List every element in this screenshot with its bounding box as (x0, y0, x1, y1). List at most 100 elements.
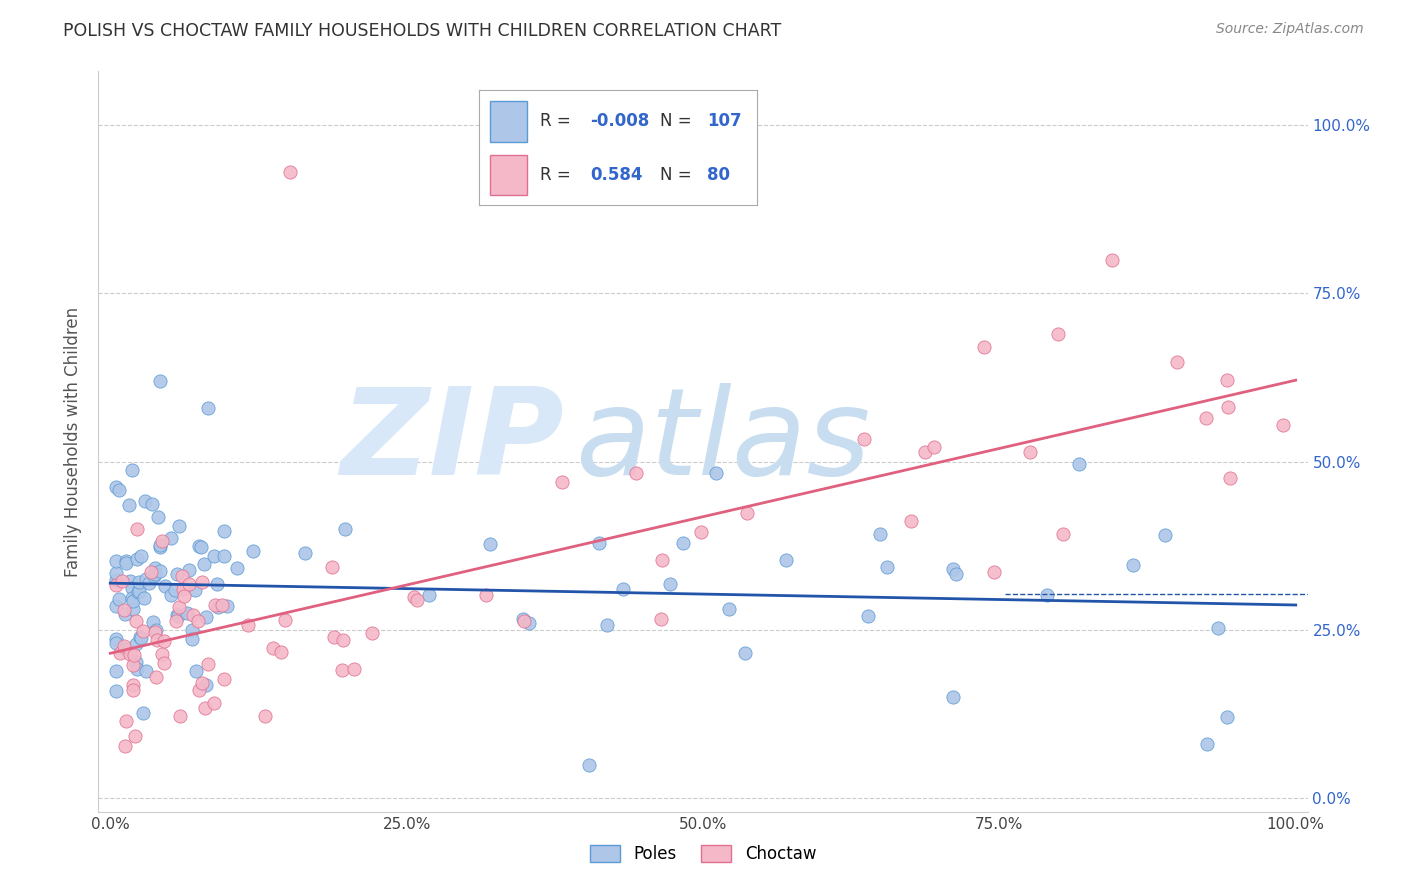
Point (169, 709, 191, 723)
Point (166, 607, 188, 622)
Point (115, 557, 138, 571)
Text: Source: ZipAtlas.com: Source: ZipAtlas.com (1216, 22, 1364, 37)
Point (124, 730, 146, 744)
Point (153, 657, 176, 671)
Point (658, 576, 681, 591)
Point (135, 572, 157, 586)
Point (141, 497, 163, 511)
Point (973, 340, 995, 354)
Point (406, 592, 429, 607)
Point (612, 582, 634, 597)
Point (152, 634, 174, 648)
Point (704, 467, 727, 481)
Point (236, 617, 259, 632)
Point (1271, 417, 1294, 432)
Point (128, 575, 150, 590)
Point (180, 624, 202, 638)
Text: POLISH VS CHOCTAW FAMILY HOUSEHOLDS WITH CHILDREN CORRELATION CHART: POLISH VS CHOCTAW FAMILY HOUSEHOLDS WITH… (63, 22, 782, 40)
Point (274, 613, 297, 627)
Point (333, 522, 356, 536)
Point (143, 566, 166, 581)
Point (122, 678, 145, 692)
Point (134, 494, 156, 508)
Point (858, 609, 880, 624)
Point (323, 630, 346, 644)
Point (945, 566, 967, 581)
Point (115, 553, 138, 567)
Point (1215, 373, 1237, 387)
Point (172, 568, 194, 582)
Point (479, 537, 502, 551)
Point (197, 401, 219, 415)
Point (194, 701, 217, 715)
Point (176, 606, 198, 620)
Point (143, 569, 166, 583)
Point (172, 582, 194, 596)
Point (651, 553, 673, 567)
Point (942, 562, 965, 576)
Point (167, 600, 190, 615)
Point (187, 682, 209, 697)
Point (202, 696, 225, 710)
Point (112, 603, 135, 617)
Point (105, 480, 128, 494)
Point (141, 615, 163, 630)
Point (117, 498, 139, 512)
Point (1218, 400, 1240, 414)
Point (105, 573, 128, 587)
Point (195, 678, 218, 692)
Point (194, 609, 217, 624)
Point (1101, 252, 1123, 267)
Point (105, 578, 128, 592)
Point (202, 549, 225, 564)
Point (360, 626, 382, 640)
Point (173, 589, 195, 603)
Point (167, 519, 190, 533)
Point (942, 690, 965, 705)
Point (332, 633, 354, 648)
Point (734, 646, 756, 660)
Point (418, 588, 440, 602)
Point (330, 663, 353, 677)
Point (111, 574, 134, 588)
Point (1219, 470, 1241, 484)
Point (1035, 588, 1057, 602)
Point (107, 483, 129, 497)
Point (128, 630, 150, 644)
Point (513, 614, 536, 628)
Point (735, 506, 758, 520)
Point (207, 599, 229, 614)
Point (672, 536, 695, 550)
Point (121, 591, 143, 606)
Point (145, 623, 167, 637)
Point (212, 672, 235, 686)
Point (1195, 738, 1218, 752)
Point (177, 563, 200, 577)
Point (105, 554, 128, 568)
Point (129, 631, 152, 645)
Point (159, 531, 181, 545)
Point (1052, 526, 1074, 541)
Point (122, 683, 145, 698)
Point (143, 561, 166, 575)
Point (188, 539, 211, 553)
Point (121, 602, 143, 616)
Point (141, 565, 163, 579)
Point (153, 579, 176, 593)
Point (191, 575, 214, 590)
Point (253, 709, 276, 723)
Point (114, 641, 136, 656)
Point (197, 657, 219, 671)
Point (1166, 355, 1188, 369)
Point (125, 638, 148, 652)
Point (121, 463, 143, 477)
Point (1215, 710, 1237, 724)
Point (402, 590, 425, 604)
Point (127, 522, 149, 536)
Point (184, 583, 207, 598)
Point (1206, 621, 1229, 635)
Point (262, 641, 284, 656)
Point (242, 544, 264, 558)
Point (1153, 528, 1175, 542)
Point (212, 549, 235, 563)
